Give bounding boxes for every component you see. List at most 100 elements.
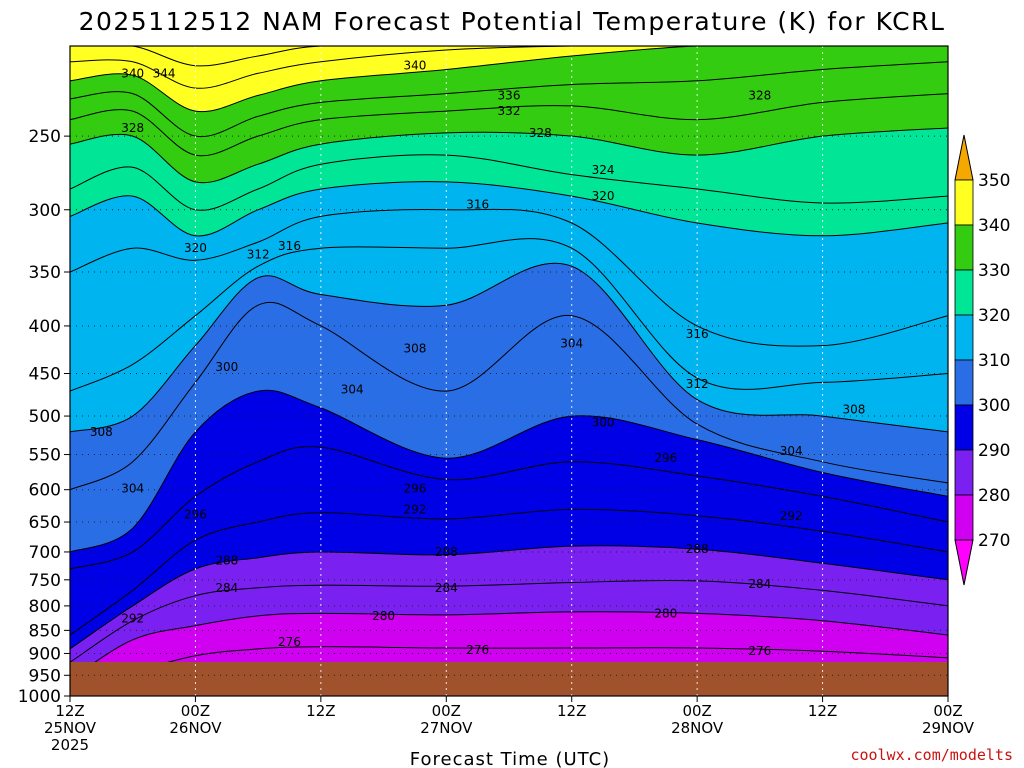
chart-title: 2025112512 NAM Forecast Potential Temper… [79, 7, 946, 36]
contour-label: 296 [184, 507, 207, 521]
contour-label: 280 [654, 606, 677, 620]
contour-label: 296 [403, 481, 426, 495]
colorbar-box [954, 359, 974, 406]
contour-label: 292 [780, 509, 803, 523]
band-308 [70, 263, 948, 490]
contour-label: 304 [560, 337, 583, 351]
contour-label: 308 [90, 425, 113, 439]
contour-label: 288 [215, 554, 238, 568]
y-tick-label: 650 [29, 513, 61, 533]
contour-label: 312 [247, 247, 270, 261]
contour-label: 328 [121, 121, 144, 135]
y-tick-label: 350 [29, 263, 61, 283]
contour-296 [70, 446, 948, 570]
x-tick-label: 00Z [181, 702, 210, 720]
x-tick-label: 26NOV [169, 719, 222, 737]
contour-label: 308 [842, 403, 865, 417]
x-tick-label: 28NOV [671, 719, 724, 737]
colorbar: 350 340 330 320 310 300 290 280 270 [954, 134, 1010, 586]
x-tick-label: 12Z [306, 702, 335, 720]
band-312 [70, 238, 948, 432]
contour-332 [70, 93, 948, 157]
band-328 [70, 128, 948, 211]
x-tick-label: 25NOV [44, 719, 97, 737]
contour-304 [70, 301, 948, 491]
colorbar-label: 310 [978, 351, 1010, 371]
contour-label: 288 [686, 542, 709, 556]
band-292 [70, 509, 948, 649]
contour-label: 328 [748, 88, 771, 102]
x-tick-label: 00Z [432, 702, 461, 720]
colorbar-label: 300 [978, 396, 1010, 416]
y-tick-label: 300 [29, 201, 61, 221]
y-tick-label: 850 [29, 621, 61, 641]
y-tick-label: 600 [29, 481, 61, 501]
colorbar-label: 290 [978, 441, 1010, 461]
contour-340 [70, 46, 948, 113]
y-tick-label: 950 [29, 666, 61, 686]
contour-label: 340 [403, 59, 426, 73]
plot-clip-group: 340 344 340 336 332 328 324 320 316 328 328 320 316 3… [70, 46, 948, 696]
contour-label: 288 [435, 545, 458, 559]
band-316 [70, 209, 948, 392]
contour-label: 292 [403, 502, 426, 516]
y-tick-label: 450 [29, 365, 61, 385]
colorbar-label: 350 [978, 171, 1010, 191]
contour-324 [70, 154, 948, 211]
band-284 [70, 580, 948, 680]
band-348 [70, 46, 948, 89]
colorbar-box [954, 449, 974, 496]
x-axis-label: Forecast Time (UTC) [410, 749, 610, 768]
band-340 [70, 46, 948, 137]
contour-label: 316 [278, 239, 301, 253]
contour-label: 304 [121, 481, 144, 495]
y-tick-label: 800 [29, 597, 61, 617]
contour-label: 284 [435, 581, 458, 595]
contour-label: 312 [686, 377, 709, 391]
contour-label: 300 [215, 360, 238, 374]
colorbar-label: 320 [978, 306, 1010, 326]
colorbar-box [954, 179, 974, 226]
colorbar-box [954, 494, 974, 541]
contour-label: 332 [498, 104, 521, 118]
contour-label: 328 [529, 126, 552, 140]
band-296 [70, 446, 948, 636]
contour-label: 284 [215, 581, 238, 595]
y-tick-label: 700 [29, 543, 61, 563]
x-tick-label: 27NOV [420, 719, 473, 737]
band-304 [70, 302, 948, 552]
band-top-fill [70, 46, 948, 66]
contour-label: 280 [372, 609, 395, 623]
x-tick-label: 2025 [51, 736, 89, 754]
band-324 [70, 154, 948, 236]
contour-label: 316 [686, 327, 709, 341]
y-tick-label: 500 [29, 407, 61, 427]
contour-292 [70, 508, 948, 636]
plot-frame [69, 45, 949, 697]
contour-288 [70, 545, 948, 650]
colorbar-label: 280 [978, 486, 1010, 506]
plot-area: 340 344 340 336 332 328 324 320 316 328 328 320 316 3… [70, 46, 948, 696]
colorbar-label: 270 [978, 531, 1010, 551]
y-tick-label: 550 [29, 446, 61, 466]
contour-label: 340 [121, 66, 144, 80]
credit-text: coolwx.com/modelts [850, 746, 1013, 764]
x-tick-label: 00Z [933, 702, 962, 720]
contour-348 [70, 46, 948, 67]
colorbar-box [954, 314, 974, 361]
x-tick-label: 12Z [808, 702, 837, 720]
contour-label: 284 [748, 577, 771, 591]
x-tick-label: 12Z [557, 702, 586, 720]
contour-336 [70, 61, 948, 138]
contour-label: 304 [341, 382, 364, 396]
band-344 [70, 46, 948, 112]
contour-label: 336 [498, 88, 521, 102]
grid [70, 46, 948, 696]
colorbar-label: 330 [978, 261, 1010, 281]
contour-label: 300 [592, 415, 615, 429]
colorbar-label: 340 [978, 216, 1010, 236]
contour-344 [70, 46, 948, 89]
contour-label: 320 [592, 189, 615, 203]
contour-label: 296 [654, 451, 677, 465]
